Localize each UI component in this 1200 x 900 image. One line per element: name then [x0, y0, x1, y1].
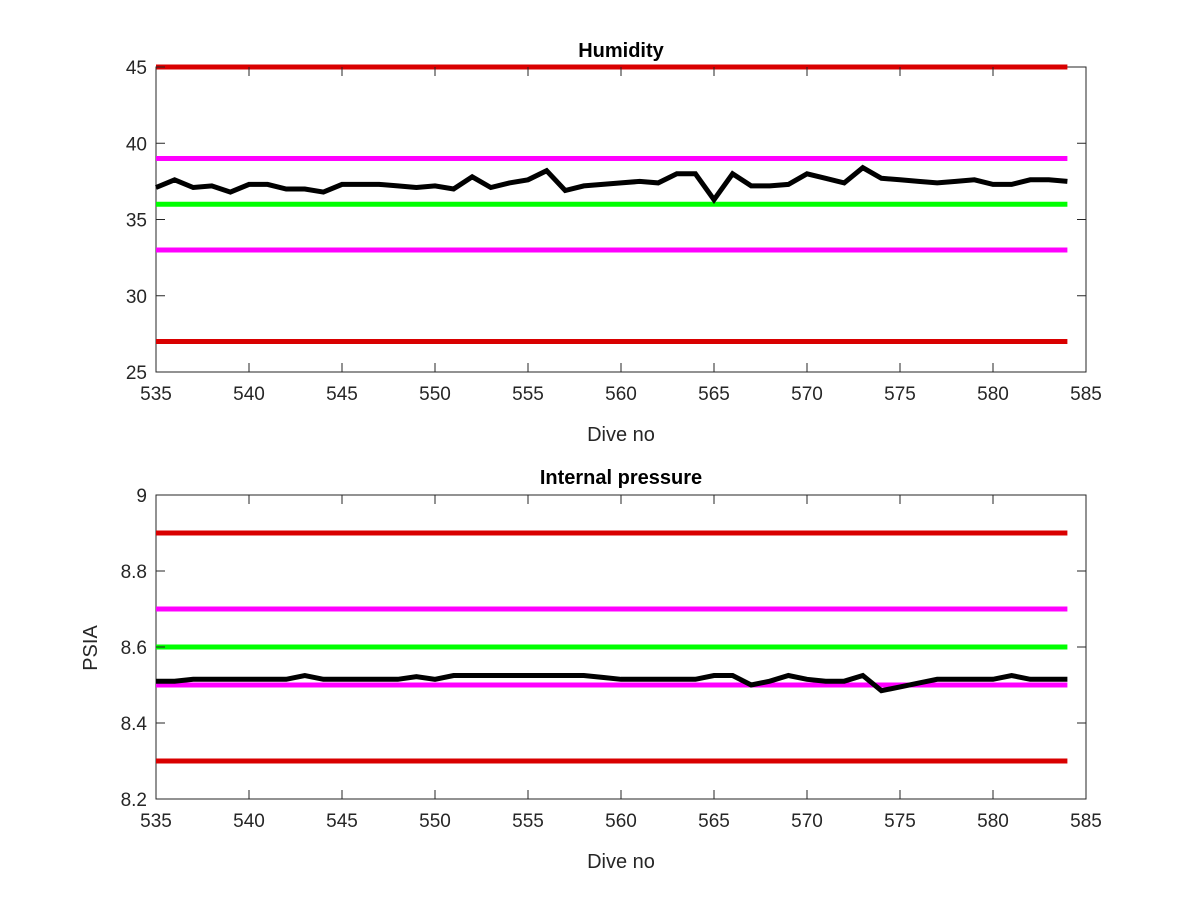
- pressure-y-tick-label-3: 8.8: [121, 562, 147, 583]
- pressure-chart: Internal pressure 535 540 545 550 555 560 565 5…: [80, 467, 1102, 873]
- pressure-x-tick-label-5: 560: [605, 811, 637, 832]
- humidity-x-tick-label-4: 555: [512, 384, 544, 405]
- humidity-plot-area: 535 540 545 550 555 560 565 570 575 580 585 25 30 35 4…: [126, 58, 1102, 405]
- humidity-chart-title: Humidity: [578, 40, 664, 62]
- humidity-x-tick-label-8: 575: [884, 384, 916, 405]
- pressure-chart-title: Internal pressure: [540, 467, 702, 489]
- pressure-x-tick-label-9: 580: [977, 811, 1009, 832]
- humidity-x-tick-label-10: 585: [1070, 384, 1102, 405]
- humidity-x-tick-label-5: 560: [605, 384, 637, 405]
- pressure-y-tick-label-0: 8.2: [121, 790, 147, 811]
- humidity-x-tick-label-7: 570: [791, 384, 823, 405]
- pressure-x-axis-label: Dive no: [587, 851, 655, 873]
- pressure-x-tick-label-7: 570: [791, 811, 823, 832]
- humidity-y-tick-label-0: 25: [126, 363, 147, 384]
- humidity-y-tick-label-1: 30: [126, 287, 147, 308]
- humidity-x-tick-label-2: 545: [326, 384, 358, 405]
- pressure-data-series-0: [156, 672, 1068, 694]
- humidity-chart: Humidity 535 540 545 550 555 560 565 570 575 580 5…: [126, 40, 1102, 446]
- humidity-data-series-0: [155, 164, 1068, 204]
- humidity-x-tick-label-9: 580: [977, 384, 1009, 405]
- humidity-x-tick-label-1: 540: [233, 384, 265, 405]
- humidity-y-tick-label-4: 45: [126, 58, 147, 79]
- pressure-x-tick-label-6: 565: [698, 811, 730, 832]
- pressure-y-axis-label: PSIA: [80, 625, 102, 671]
- pressure-y-tick-label-2: 8.6: [121, 638, 147, 659]
- pressure-plot-area: 535 540 545 550 555 560 565 570 575 580 585 8.2 8.4 8…: [121, 486, 1102, 832]
- pressure-x-tick-label-2: 545: [326, 811, 358, 832]
- humidity-x-tick-label-3: 550: [419, 384, 451, 405]
- humidity-x-tick-label-6: 565: [698, 384, 730, 405]
- pressure-x-tick-label-4: 555: [512, 811, 544, 832]
- pressure-x-tick-label-1: 540: [233, 811, 265, 832]
- humidity-y-tick-label-2: 35: [126, 211, 147, 232]
- pressure-x-tick-label-0: 535: [140, 811, 172, 832]
- pressure-x-tick-label-10: 585: [1070, 811, 1102, 832]
- pressure-x-tick-label-8: 575: [884, 811, 916, 832]
- pressure-x-tick-label-3: 550: [419, 811, 451, 832]
- humidity-axes-box: [155, 66, 1087, 373]
- pressure-y-tick-label-1: 8.4: [121, 714, 148, 735]
- humidity-y-tick-label-3: 40: [126, 134, 147, 155]
- humidity-x-tick-label-0: 535: [140, 384, 172, 405]
- pressure-y-tick-label-4: 9: [136, 486, 147, 507]
- humidity-x-axis-label: Dive no: [587, 424, 655, 446]
